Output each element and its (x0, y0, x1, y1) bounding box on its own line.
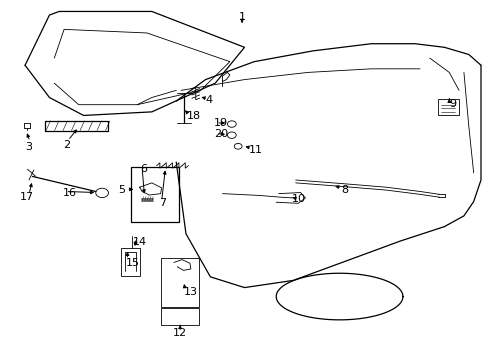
Bar (160, 308, 198, 325)
Text: 5: 5 (118, 185, 125, 195)
Text: 7: 7 (159, 198, 166, 208)
Text: 18: 18 (186, 111, 200, 121)
Bar (160, 258, 198, 307)
Bar (437, 99, 458, 116)
Text: 1: 1 (238, 12, 245, 22)
Text: 19: 19 (214, 118, 228, 128)
Bar (121, 248, 140, 276)
Bar (131, 167, 179, 222)
Text: 9: 9 (448, 99, 455, 109)
Text: 11: 11 (248, 144, 262, 154)
Text: 16: 16 (63, 188, 77, 198)
Text: 13: 13 (183, 287, 197, 297)
Text: 2: 2 (63, 140, 70, 150)
Text: 6: 6 (140, 164, 147, 174)
Text: 20: 20 (214, 129, 228, 139)
Text: 17: 17 (20, 192, 34, 202)
Text: 15: 15 (125, 258, 139, 268)
Text: 12: 12 (173, 328, 187, 338)
Text: 8: 8 (340, 185, 347, 195)
Text: 10: 10 (292, 194, 305, 204)
Text: 14: 14 (132, 237, 146, 247)
Text: 3: 3 (25, 141, 32, 152)
Text: 4: 4 (205, 95, 212, 105)
